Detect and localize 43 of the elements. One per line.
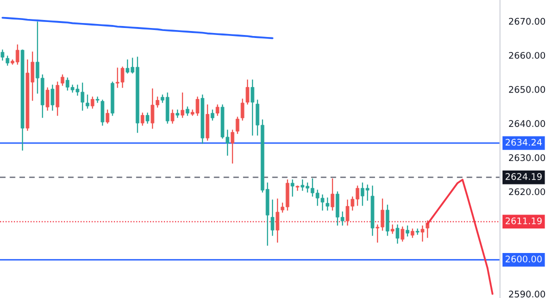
y-tick-label: 2660.00 [508,52,546,59]
candlestick [420,226,424,242]
candlestick [56,82,60,116]
candlestick [240,98,244,121]
ref-line-label: 2611.19 [506,217,542,224]
candlestick [276,198,280,243]
candlestick [400,226,404,242]
y-tick-label: 2630.00 [508,154,546,162]
candlestick [396,224,400,244]
candlestick [250,80,254,136]
candlestick [180,92,184,118]
candlestick [90,96,94,109]
candlestick [406,226,410,236]
candlestick [330,178,334,211]
y-tick-label: 2640.00 [508,120,546,127]
ref-line-label: 2624.19 [506,173,542,180]
y-tick-label: 2620.00 [508,188,546,196]
candlestick [216,104,220,116]
line-series [2,16,274,40]
candlestick [210,110,214,121]
candlestick [140,112,144,126]
candlestick [386,204,390,236]
y-tick-label: 2650.00 [508,86,546,93]
candlestick [50,84,54,111]
candlestick [100,100,104,126]
candlestick [206,104,210,141]
candlestick [60,74,64,86]
candlestick [86,94,90,109]
candlestick [270,200,274,236]
candlestick [170,110,174,124]
candlestick [0,50,4,61]
candlestick [230,130,234,164]
candlestick [246,80,250,105]
candlestick [146,112,150,124]
ref-line-label: 2600.00 [506,256,542,262]
candlestick [46,87,50,111]
candlestick [236,116,240,134]
candlestick [326,198,330,211]
y-tick-label: 2670.00 [508,18,546,25]
y-tick-label: 2590.00 [508,290,546,298]
candlestick [106,110,110,124]
ref-line-label: 2634.24 [506,138,542,146]
candlestick [290,179,294,197]
